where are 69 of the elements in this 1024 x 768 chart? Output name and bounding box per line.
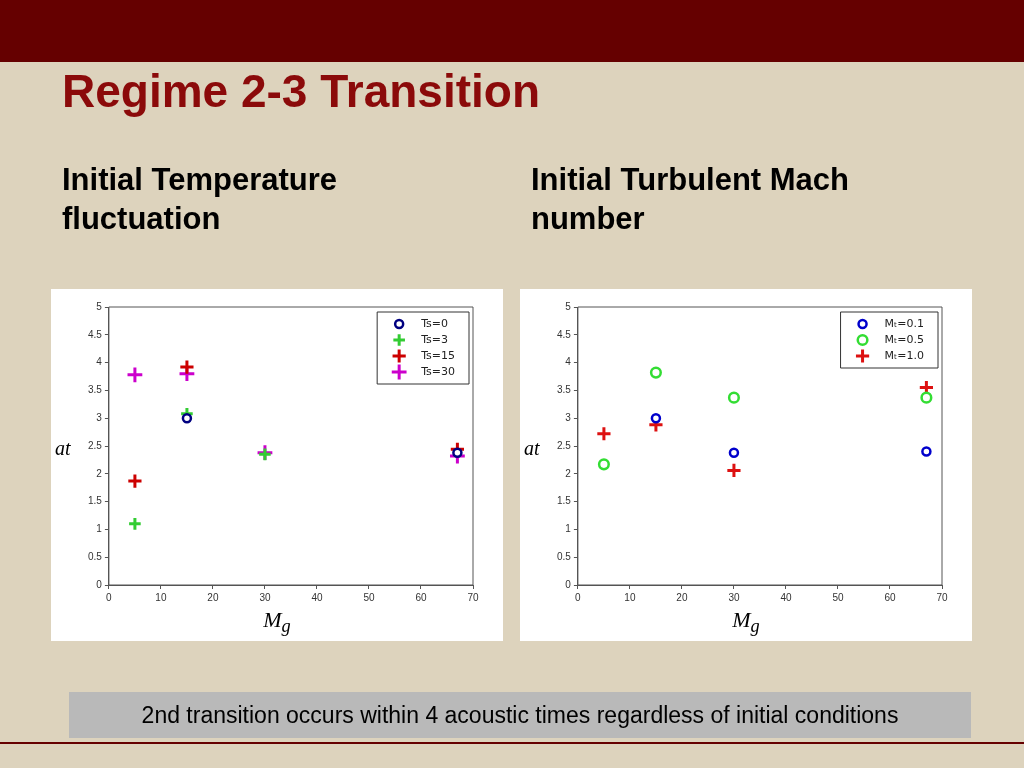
y-tick-label: 3 bbox=[96, 411, 103, 423]
legend-label: Ts=0 bbox=[420, 316, 449, 330]
legend-label: Mₜ=1.0 bbox=[884, 348, 925, 362]
x-tick-label: 60 bbox=[415, 591, 427, 603]
y-tick-label: 3.5 bbox=[557, 384, 572, 396]
x-axis-title: M$_{g}$ bbox=[262, 607, 292, 638]
y-tick-label: 1.5 bbox=[88, 495, 103, 507]
y-tick-label: 2.5 bbox=[88, 439, 103, 451]
point bbox=[727, 391, 740, 404]
x-tick-label: 50 bbox=[832, 591, 844, 603]
y-tick-label: 0 bbox=[565, 578, 572, 590]
chart-title: Initial Turbulent Mach number bbox=[531, 161, 851, 238]
y-tick-label: 4 bbox=[96, 356, 103, 368]
point bbox=[452, 447, 463, 458]
legend-label: Ts=3 bbox=[420, 332, 449, 346]
x-tick-label: 40 bbox=[780, 591, 792, 603]
point bbox=[650, 412, 662, 424]
y-axis-title: at bbox=[524, 437, 540, 460]
point bbox=[649, 366, 662, 379]
y-tick-label: 1.5 bbox=[557, 495, 572, 507]
point bbox=[597, 458, 610, 471]
y-tick-label: 3 bbox=[565, 411, 572, 423]
point bbox=[728, 447, 740, 458]
y-tick-label: 3.5 bbox=[88, 384, 103, 396]
legend-label: Ts=15 bbox=[420, 348, 455, 362]
y-tick-label: 4.5 bbox=[88, 328, 103, 340]
text: 2nd transition occurs within 4 acoustic times regardless of initial conditions bbox=[69, 692, 971, 738]
y-tick-label: 1 bbox=[96, 523, 103, 535]
point bbox=[181, 412, 193, 424]
y-tick-label: 2.5 bbox=[557, 439, 572, 451]
y-tick-label: 0.5 bbox=[88, 550, 103, 562]
legend-label: Ts=30 bbox=[420, 364, 455, 378]
y-tick-label: 5 bbox=[565, 300, 572, 312]
point bbox=[126, 472, 144, 490]
x-tick-label: 70 bbox=[467, 591, 479, 603]
y-tick-label: 2 bbox=[96, 467, 103, 479]
x-tick-label: 30 bbox=[728, 591, 740, 603]
x-axis-title: M$_{g}$ bbox=[731, 607, 761, 638]
point bbox=[257, 447, 273, 462]
x-tick-label: 20 bbox=[207, 591, 219, 603]
point bbox=[595, 425, 613, 442]
legend-label: Mₜ=0.1 bbox=[884, 316, 925, 330]
point bbox=[127, 516, 143, 532]
x-tick-label: 10 bbox=[624, 591, 636, 603]
x-tick-label: 20 bbox=[676, 591, 688, 603]
y-tick-label: 0.5 bbox=[557, 550, 572, 562]
point bbox=[126, 365, 144, 384]
y-tick-label: 1 bbox=[565, 523, 572, 535]
x-tick-label: 30 bbox=[259, 591, 271, 603]
y-axis-title: at bbox=[55, 437, 71, 460]
x-tick-label: 70 bbox=[936, 591, 948, 603]
x-tick-label: 60 bbox=[884, 591, 896, 603]
text: Regime 2-3 Transition bbox=[62, 64, 541, 118]
y-tick-label: 4.5 bbox=[557, 328, 572, 340]
point bbox=[920, 391, 933, 404]
x-tick-label: 40 bbox=[311, 591, 323, 603]
x-tick-label: 0 bbox=[106, 591, 113, 603]
x-tick-label: 50 bbox=[363, 591, 375, 603]
y-tick-label: 2 bbox=[565, 467, 572, 479]
chart-title: Initial Temperature fluctuation bbox=[62, 161, 339, 238]
point bbox=[921, 446, 932, 457]
x-tick-label: 0 bbox=[575, 591, 582, 603]
legend-label: Mₜ=0.5 bbox=[884, 332, 925, 346]
y-tick-label: 0 bbox=[96, 578, 103, 590]
y-tick-label: 4 bbox=[565, 356, 572, 368]
x-tick-label: 10 bbox=[155, 591, 167, 603]
y-tick-label: 5 bbox=[96, 300, 103, 312]
point bbox=[725, 462, 743, 479]
point bbox=[178, 358, 196, 376]
